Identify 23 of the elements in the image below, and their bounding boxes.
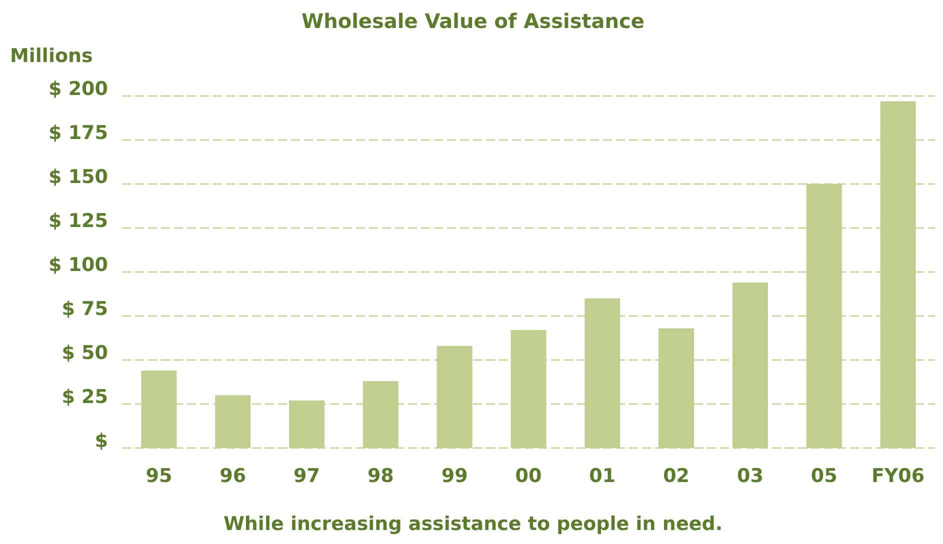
x-tick-label: 00 [515, 465, 542, 487]
x-tick-label: 02 [663, 465, 690, 487]
y-tick-label: $ [94, 430, 108, 452]
x-tick-label: 05 [810, 465, 838, 487]
y-tick-label: $ 200 [48, 78, 108, 100]
x-tick-label: 98 [367, 465, 394, 487]
y-tick-label: $ 25 [62, 386, 108, 408]
y-tick-label: $ 100 [48, 254, 108, 276]
x-tick-label: FY06 [871, 465, 925, 487]
y-tick-label: $ 75 [62, 298, 108, 320]
text: While increasing assistance to people in need. [223, 513, 723, 535]
chart-title: Wholesale Value of Assistance [302, 9, 644, 33]
y-tick-label: $ 125 [48, 210, 108, 232]
x-tick-label: 97 [294, 465, 320, 487]
x-tick-label: 95 [146, 465, 172, 487]
y-tick-label: $ 175 [48, 122, 108, 144]
y-axis-title: Millions [10, 45, 93, 67]
x-tick-label: 01 [589, 465, 616, 487]
y-tick-label: $ 50 [62, 342, 108, 364]
x-tick-label: 96 [220, 465, 246, 487]
x-tick-label: 03 [737, 465, 764, 487]
x-tick-label: 99 [441, 465, 468, 487]
y-tick-label: $ 150 [48, 166, 108, 188]
